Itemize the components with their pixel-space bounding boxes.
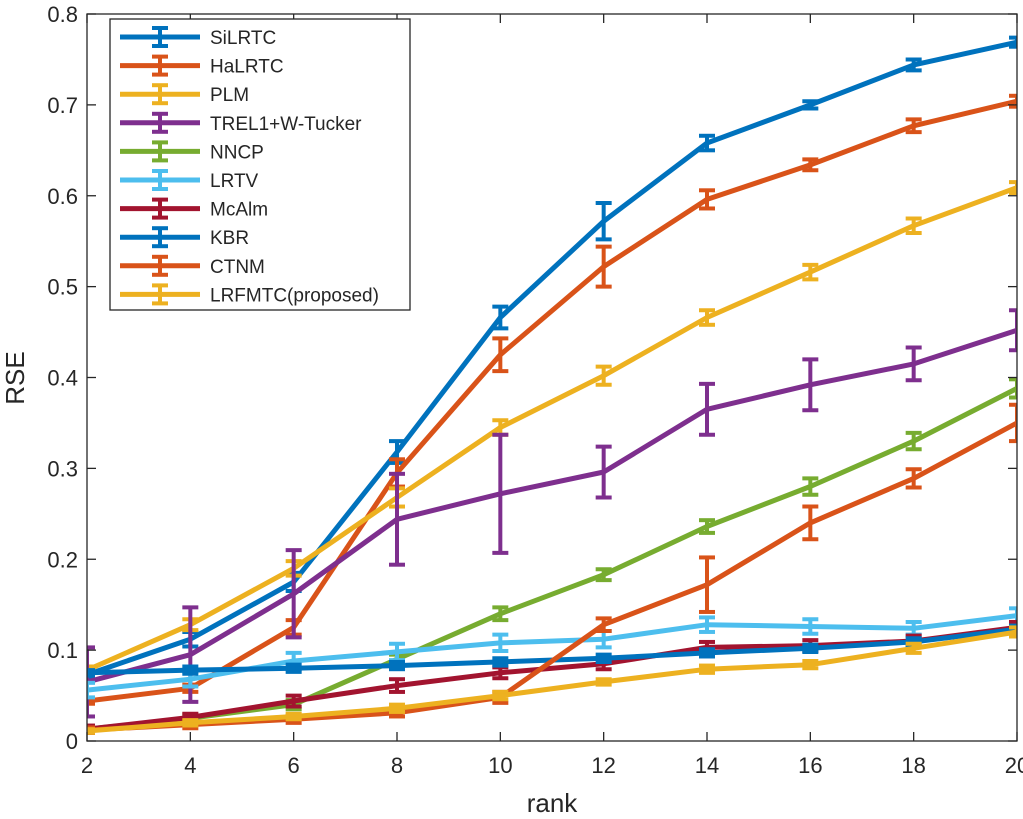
legend-item: TREL1+W-Tucker (120, 111, 362, 135)
legend-item: McAlm (120, 197, 268, 221)
y-tick-label: 0.6 (47, 184, 78, 209)
legend-label: LRFMTC(proposed) (210, 285, 379, 306)
x-tick-label: 16 (798, 753, 822, 778)
legend-item: LRTV (120, 169, 259, 192)
y-axis-label: RSE (0, 351, 30, 404)
legend-label: KBR (210, 228, 249, 249)
y-tick-label: 0 (66, 729, 78, 754)
x-tick-label: 10 (488, 753, 512, 778)
x-axis-label: rank (527, 788, 579, 818)
series-line (87, 98, 1017, 704)
y-tick-label: 0.7 (47, 93, 78, 118)
y-tick-label: 0.2 (47, 547, 78, 572)
x-tick-label: 2 (81, 753, 93, 778)
x-tick-label: 18 (901, 753, 925, 778)
legend-item: PLM (120, 83, 249, 106)
series-line (87, 327, 1017, 685)
series-group (87, 35, 1017, 735)
y-tick-label: 0.4 (47, 366, 78, 391)
series-line (87, 39, 1017, 678)
legend-item: HaLRTC (120, 54, 284, 78)
legend-label: CTNM (210, 257, 265, 278)
legend-label: SiLRTC (210, 28, 276, 49)
y-tick-label: 0.1 (47, 638, 78, 663)
y-tick-label: 0.5 (47, 275, 78, 300)
legend-label: NNCP (210, 142, 264, 163)
x-tick-label: 6 (288, 753, 300, 778)
legend-label: McAlm (210, 200, 268, 221)
series-10 (87, 625, 1017, 735)
x-tick-label: 8 (391, 753, 403, 778)
legend: SiLRTC HaLRTC PLM TREL1+W-Tucker NNCP LRTV McA… (109, 18, 411, 311)
x-tick-label: 4 (184, 753, 196, 778)
legend-label: HaLRTC (210, 57, 284, 78)
series-line (87, 629, 1017, 734)
plot-area: 0 0.1 0.2 0.3 0.4 0.5 0.6 0.7 0.8 2 4 6 8 10 12 14 16 18 2… (47, 2, 1023, 778)
legend-label: TREL1+W-Tucker (210, 114, 362, 135)
legend-label: LRTV (210, 171, 259, 192)
y-tick-label: 0.3 (47, 456, 78, 481)
legend-label: PLM (210, 85, 249, 106)
series-line (87, 185, 1017, 673)
x-tick-label: 12 (591, 753, 615, 778)
x-tick-label: 20 (1005, 753, 1023, 778)
y-tick-label: 0.8 (47, 2, 78, 27)
x-tick-label: 14 (695, 753, 719, 778)
legend-item: KBR (120, 226, 249, 249)
legend-item: LRFMTC(proposed) (120, 283, 379, 306)
legend-item: NNCP (120, 140, 264, 163)
legend-item: CTNM (120, 254, 265, 278)
legend-item: SiLRTC (120, 26, 276, 49)
series-4 (87, 308, 1017, 719)
